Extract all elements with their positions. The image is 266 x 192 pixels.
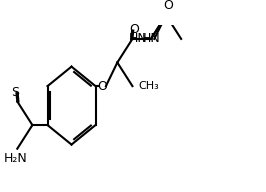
Text: HN: HN (129, 32, 148, 45)
Text: O: O (163, 0, 173, 12)
Text: CH₃: CH₃ (139, 81, 160, 91)
Text: H₂N: H₂N (4, 152, 27, 165)
Text: HN: HN (142, 32, 160, 45)
Text: O: O (129, 23, 139, 36)
Text: S: S (12, 85, 20, 98)
Text: O: O (97, 80, 107, 93)
